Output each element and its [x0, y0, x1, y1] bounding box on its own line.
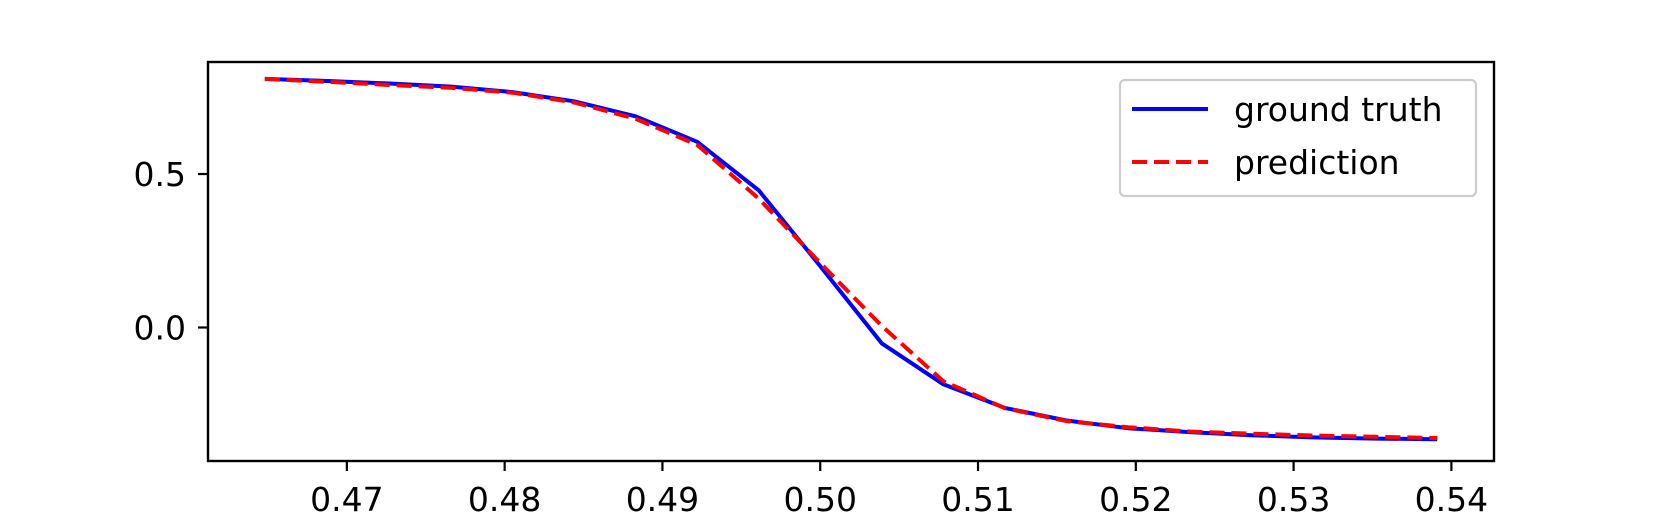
x-tick-label: 0.47 [310, 480, 383, 519]
y-tick-label: 0.5 [134, 155, 186, 194]
y-axis: 0.0 0.5 [134, 155, 208, 347]
series-group [264, 76, 1438, 442]
x-tick-label: 0.54 [1415, 480, 1488, 519]
x-tick-label: 0.52 [1099, 480, 1172, 519]
legend-box [1118, 78, 1478, 198]
legend: ground truth prediction [1118, 78, 1478, 198]
x-tick-label: 0.53 [1257, 480, 1330, 519]
legend-label: prediction [1234, 143, 1400, 182]
series-line-prediction [264, 76, 1438, 440]
x-tick-label: 0.48 [468, 480, 541, 519]
x-tick-label: 0.51 [941, 480, 1014, 519]
x-tick-label: 0.49 [626, 480, 699, 519]
x-tick-label: 0.50 [783, 480, 856, 519]
x-axis: 0.47 0.48 0.49 0.50 0.51 0.52 0.53 0.54 [310, 461, 1488, 519]
legend-label: ground truth [1234, 90, 1443, 129]
y-tick-label: 0.0 [134, 308, 186, 347]
plot-frame [206, 60, 1496, 463]
